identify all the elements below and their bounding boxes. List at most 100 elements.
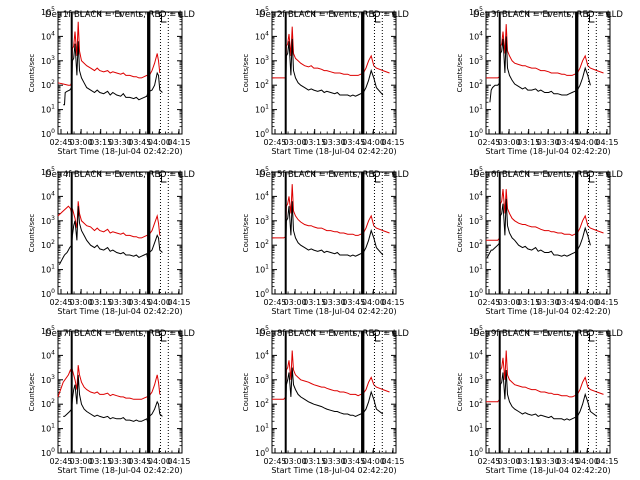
y-tick-exponent: 1 (265, 423, 269, 430)
x-tick-label: 03:15 (517, 138, 540, 147)
y-tick-exponent: 5 (265, 166, 269, 173)
flag-marker (374, 333, 381, 342)
x-tick-label: 04:15 (167, 138, 190, 147)
y-tick-label: 104 (41, 30, 55, 41)
y-tick-exponent: 5 (51, 6, 55, 13)
lld-series-line (272, 26, 390, 79)
panel-3: Det 3f BLACK = Events, RED = LLD10010110… (456, 6, 623, 156)
x-tick-label: 03:15 (89, 457, 112, 466)
x-tick-label: 04:15 (595, 457, 618, 466)
x-tick-label: 03:30 (323, 138, 346, 147)
y-axis-label: Counts/sec (456, 373, 464, 412)
y-tick-exponent: 3 (51, 374, 55, 381)
x-tick-label: 03:45 (342, 298, 365, 307)
y-tick-label: 105 (469, 325, 483, 336)
y-tick-exponent: 5 (265, 6, 269, 13)
y-tick-label: 105 (41, 166, 55, 177)
x-tick-label: 03:45 (342, 138, 365, 147)
y-tick-exponent: 2 (265, 239, 269, 246)
y-axis-label: Counts/sec (28, 54, 36, 93)
y-tick-label: 100 (469, 288, 483, 299)
y-tick-label: 105 (469, 6, 483, 17)
panel-2: Det 2f BLACK = Events, RED = LLD10010110… (242, 6, 409, 156)
y-tick-label: 102 (41, 239, 55, 250)
x-tick-label: 03:00 (498, 138, 521, 147)
panel-5: Det 5f BLACK = Events, RED = LLD10010110… (242, 166, 409, 316)
y-tick-exponent: 4 (479, 30, 483, 37)
events-series-line (499, 369, 598, 421)
y-tick-exponent: 5 (265, 325, 269, 332)
y-tick-exponent: 0 (51, 288, 55, 295)
panel-8: Det 8f BLACK = Events, RED = LLD10010110… (242, 325, 409, 475)
y-tick-label: 101 (41, 104, 55, 115)
y-tick-exponent: 3 (265, 215, 269, 222)
y-tick-label: 103 (469, 374, 483, 385)
y-tick-exponent: 2 (479, 398, 483, 405)
x-tick-label: 04:00 (576, 138, 599, 147)
flag-marker (374, 174, 381, 183)
x-tick-label: 03:00 (70, 298, 93, 307)
y-tick-exponent: 4 (479, 349, 483, 356)
y-tick-label: 100 (469, 447, 483, 458)
y-tick-exponent: 5 (479, 6, 483, 13)
x-tick-label: 03:15 (89, 298, 112, 307)
y-tick-label: 104 (41, 349, 55, 360)
y-tick-label: 104 (255, 349, 269, 360)
x-tick-label: 03:30 (323, 457, 346, 466)
y-tick-label: 104 (469, 349, 483, 360)
x-tick-label: 03:30 (109, 138, 132, 147)
flag-marker (374, 14, 381, 23)
x-axis-label: Start Time (18-Jul-04 02:42:20) (271, 466, 396, 475)
y-tick-exponent: 2 (51, 398, 55, 405)
x-tick-label: 03:00 (284, 457, 307, 466)
lld-series-line (57, 201, 161, 239)
y-tick-exponent: 3 (265, 374, 269, 381)
y-tick-label: 105 (255, 166, 269, 177)
y-tick-exponent: 1 (265, 264, 269, 271)
y-tick-exponent: 0 (51, 447, 55, 454)
panel-9: Det 9f BLACK = Events, RED = LLD10010110… (456, 325, 623, 475)
x-tick-label: 04:15 (167, 457, 190, 466)
flag-marker (588, 174, 595, 183)
y-tick-label: 103 (255, 55, 269, 66)
x-tick-label: 03:30 (109, 457, 132, 466)
x-tick-label: 03:00 (70, 138, 93, 147)
events-series-line (285, 201, 384, 257)
x-tick-label: 03:45 (128, 457, 151, 466)
x-axis-label: Start Time (18-Jul-04 02:42:20) (57, 466, 182, 475)
y-tick-exponent: 4 (479, 190, 483, 197)
x-tick-label: 04:15 (381, 457, 404, 466)
x-tick-label: 02:45 (477, 138, 500, 147)
x-tick-label: 04:00 (148, 457, 171, 466)
y-tick-label: 105 (41, 325, 55, 336)
y-tick-label: 103 (41, 374, 55, 385)
panel-7: Det 7f BLACK = Events, RED = LLD10010110… (28, 325, 195, 475)
x-tick-label: 04:15 (167, 298, 190, 307)
y-tick-label: 102 (255, 239, 269, 250)
y-tick-exponent: 5 (51, 325, 55, 332)
panel-1: Det 1f BLACK = Events, RED = LLD10010110… (28, 6, 195, 156)
y-tick-label: 103 (255, 374, 269, 385)
x-tick-label: 03:00 (284, 298, 307, 307)
y-tick-label: 100 (41, 447, 55, 458)
y-tick-label: 100 (41, 128, 55, 139)
y-tick-label: 101 (469, 423, 483, 434)
y-tick-exponent: 1 (479, 104, 483, 111)
x-tick-label: 02:45 (477, 298, 500, 307)
x-tick-label: 03:15 (517, 457, 540, 466)
y-tick-label: 103 (41, 55, 55, 66)
panel-4: Det 4f BLACK = Events, RED = LLD10010110… (28, 166, 195, 316)
y-tick-label: 102 (255, 398, 269, 409)
y-tick-label: 100 (41, 288, 55, 299)
lld-series-line (272, 184, 390, 239)
y-tick-exponent: 5 (479, 325, 483, 332)
x-tick-label: 02:45 (49, 457, 72, 466)
y-tick-exponent: 5 (479, 166, 483, 173)
y-tick-exponent: 4 (265, 30, 269, 37)
y-tick-exponent: 3 (479, 374, 483, 381)
y-tick-label: 101 (255, 104, 269, 115)
y-tick-label: 101 (255, 264, 269, 275)
x-tick-label: 03:15 (303, 138, 326, 147)
y-tick-label: 104 (469, 190, 483, 201)
y-tick-label: 105 (255, 6, 269, 17)
